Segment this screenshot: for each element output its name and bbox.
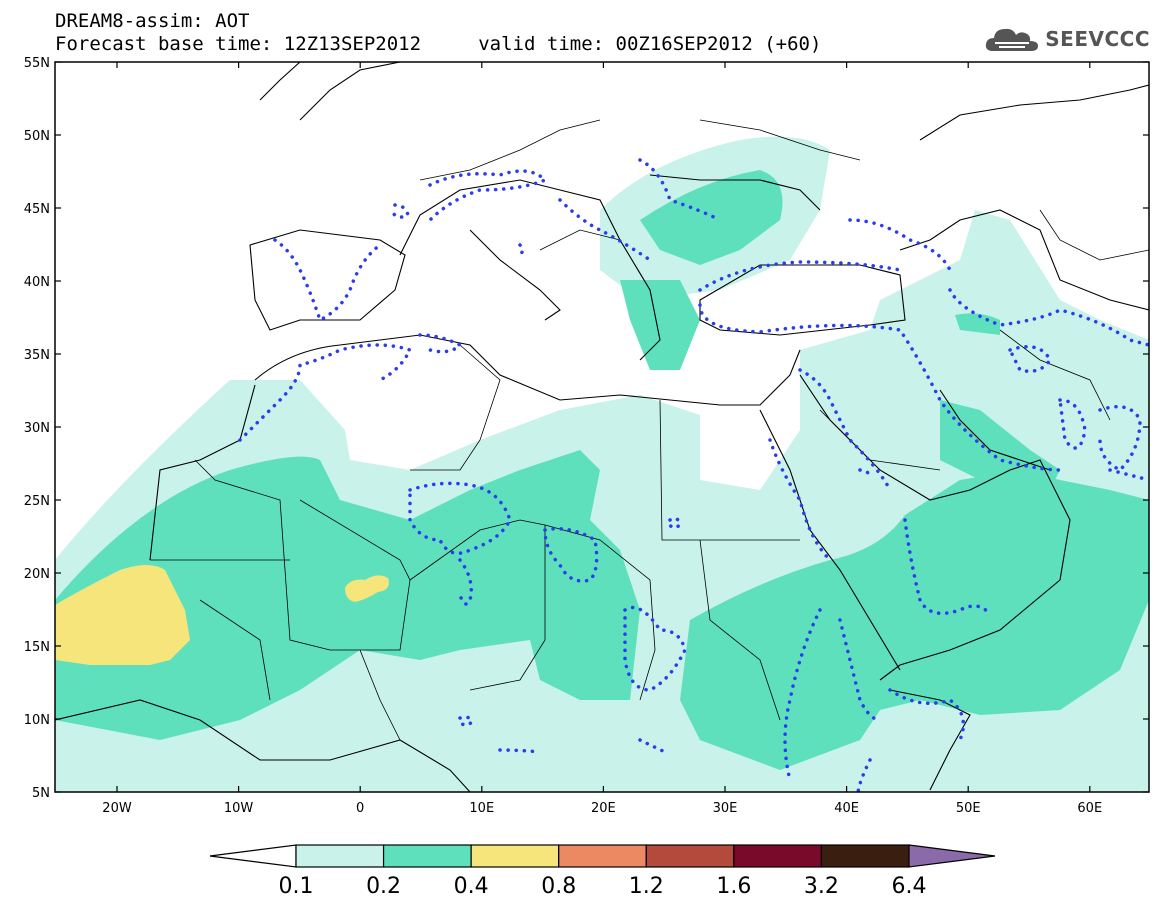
colorbar-segment — [820, 844, 910, 868]
colorbar-label: 0.4 — [454, 874, 489, 899]
lon-label: 0 — [356, 801, 364, 816]
colorbar-label: 1.2 — [629, 874, 664, 899]
lat-label: 50N — [24, 129, 50, 144]
lat-axis: 55N 50N 45N 40N 35N 30N 25N 20N 15N 10N 5N — [24, 56, 1149, 801]
lat-label: 15N — [24, 640, 50, 655]
lon-axis: 20W 10W 0 10E 20E 30E 40E 50E 60E — [102, 62, 1102, 816]
brand-logo: SEEVCCC — [985, 24, 1150, 54]
country-borders — [150, 119, 1149, 741]
lat-label: 30N — [24, 421, 50, 436]
colorbar-segment — [382, 844, 472, 868]
lat-label: 45N — [24, 202, 50, 217]
colorbar-label: 0.2 — [366, 874, 401, 899]
lon-label: 50E — [956, 801, 981, 816]
lon-label: 20E — [591, 801, 616, 816]
lat-label: 10N — [24, 713, 50, 728]
lon-label: 60E — [1077, 801, 1102, 816]
contours — [238, 158, 1149, 792]
colorbar: 0.1 0.2 0.4 0.8 1.2 1.6 3.2 6.4 — [209, 844, 996, 899]
lon-label: 20W — [102, 801, 132, 816]
colorbar-label: 0.1 — [279, 874, 314, 899]
map-fields — [55, 62, 1149, 792]
colorbar-label: 6.4 — [892, 874, 927, 899]
colorbar-segment — [558, 844, 647, 868]
lat-label: 55N — [24, 56, 50, 71]
title-line-1: DREAM8-assim: AOT — [55, 10, 250, 32]
brand-name: SEEVCCC — [1045, 27, 1150, 51]
lat-label: 25N — [24, 494, 50, 509]
colorbar-high-arrow — [908, 844, 996, 868]
lat-label: 40N — [24, 275, 50, 290]
coastlines — [55, 62, 1149, 792]
colorbar-label: 0.8 — [541, 874, 576, 899]
colorbar-segment — [295, 844, 385, 868]
lat-label: 35N — [24, 348, 50, 363]
colorbar-segment — [733, 844, 823, 868]
colorbar-label: 1.6 — [716, 874, 751, 899]
colorbar-low-arrow — [209, 844, 297, 868]
lat-label: 5N — [32, 786, 50, 801]
colorbar-label: 3.2 — [804, 874, 839, 899]
lon-label: 40E — [834, 801, 859, 816]
colorbar-segment — [645, 844, 735, 868]
lon-label: 30E — [713, 801, 738, 816]
lat-label: 20N — [24, 567, 50, 582]
title-line-2: Forecast base time: 12Z13SEP2012 valid t… — [55, 33, 822, 55]
aot-level-0.4 — [55, 565, 389, 665]
lon-label: 10W — [224, 801, 254, 816]
colorbar-segment — [470, 844, 560, 868]
lon-label: 10E — [469, 801, 494, 816]
cloud-logo-icon — [986, 28, 1039, 51]
